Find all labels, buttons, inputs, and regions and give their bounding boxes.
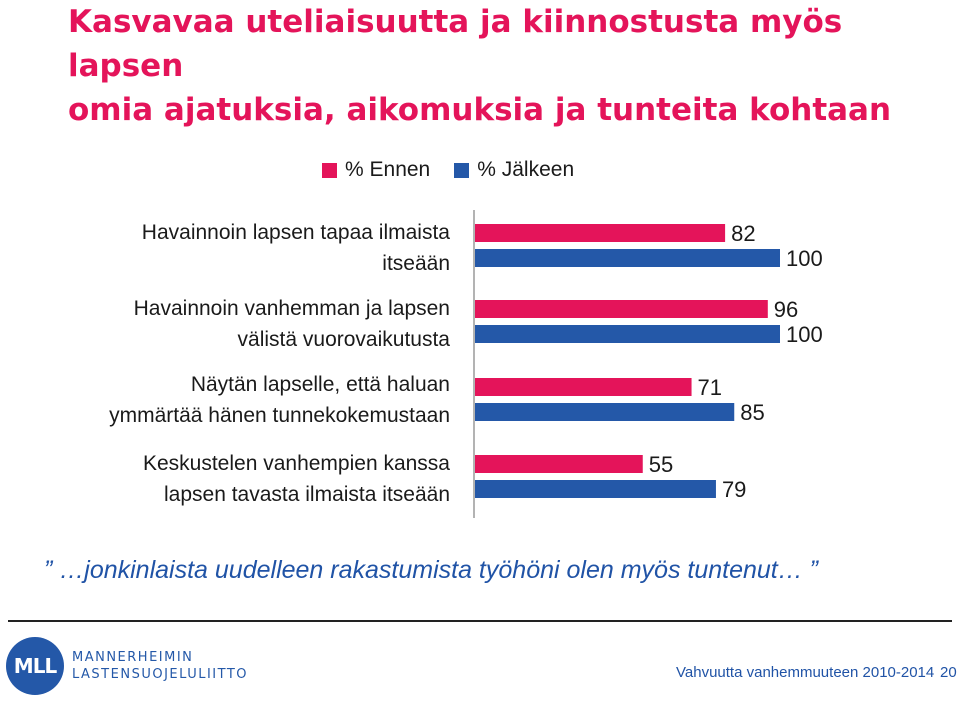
legend-swatch-ennen: [322, 162, 337, 178]
page-title: Kasvavaa uteliaisuutta ja kiinnostusta m…: [68, 0, 948, 132]
bar-ennen-3: [475, 378, 692, 396]
data-label-ennen-3: 71: [698, 375, 722, 400]
data-label-jalkeen-1: 100: [786, 246, 823, 271]
legend-swatch-jalkeen: [454, 162, 470, 178]
chart-legend: % Ennen % Jälkeen: [322, 158, 598, 182]
data-label-ennen-1: 82: [731, 221, 755, 246]
category-label-line: itseään: [382, 252, 450, 275]
category-label-2: Havainnoin vanhemman ja lapsen välistä v…: [30, 293, 450, 355]
legend-item-jalkeen: % Jälkeen: [454, 158, 574, 182]
data-label-jalkeen-3: 85: [740, 400, 764, 425]
logo-line-2: LASTENSUOJELULIITTO: [72, 667, 249, 682]
legend-item-ennen: % Ennen: [322, 158, 430, 182]
legend-label-ennen: % Ennen: [345, 158, 431, 181]
data-label-jalkeen-4: 79: [722, 477, 746, 502]
data-label-ennen-4: 55: [649, 452, 673, 477]
bar-jalkeen-1: [475, 249, 780, 267]
title-line-2: omia ajatuksia, aikomuksia ja tunteita k…: [68, 92, 892, 128]
bar-ennen-1: [475, 224, 726, 242]
category-label-line: välistä vuorovaikutusta: [237, 328, 450, 351]
mll-logo: MLL MANNERHEIMIN LASTENSUOJELULIITTO: [6, 637, 248, 695]
bar-ennen-4: [475, 455, 643, 473]
title-line-1: Kasvavaa uteliaisuutta ja kiinnostusta m…: [68, 4, 843, 84]
category-label-1: Havainnoin lapsen tapaa ilmaista itseään: [30, 217, 450, 279]
logo-wordmark: MANNERHEIMIN LASTENSUOJELULIITTO: [72, 649, 248, 683]
category-label-line: Havainnoin lapsen tapaa ilmaista: [141, 221, 450, 244]
bar-jalkeen-3: [475, 403, 735, 421]
footer-text: Vahvuutta vanhemmuuteen 2010-2014: [676, 664, 935, 681]
data-label-ennen-2: 96: [774, 297, 798, 322]
category-label-line: Havainnoin vanhemman ja lapsen: [133, 297, 450, 320]
bar-ennen-2: [475, 300, 768, 318]
category-label-4: Keskustelen vanhempien kanssa lapsen tav…: [30, 448, 450, 510]
category-label-line: lapsen tavasta ilmaista itseään: [164, 483, 450, 506]
category-label-3: Näytän lapselle, että haluan ymmärtää hä…: [30, 369, 450, 431]
page-number: 20: [940, 664, 957, 681]
category-label-line: Keskustelen vanhempien kanssa: [142, 452, 450, 475]
category-label-line: Näytän lapselle, että haluan: [190, 373, 450, 396]
bar-jalkeen-4: [475, 480, 716, 498]
data-label-jalkeen-2: 100: [786, 322, 823, 347]
category-label-line: ymmärtää hänen tunnekokemustaan: [109, 404, 450, 427]
testimonial-quote: ” …jonkinlaista uudelleen rakastumista t…: [44, 556, 819, 584]
logo-badge: MLL: [6, 637, 64, 695]
legend-label-jalkeen: % Jälkeen: [477, 158, 575, 181]
divider-line: [8, 620, 952, 622]
logo-line-1: MANNERHEIMIN: [72, 650, 194, 665]
bar-jalkeen-2: [475, 325, 780, 343]
